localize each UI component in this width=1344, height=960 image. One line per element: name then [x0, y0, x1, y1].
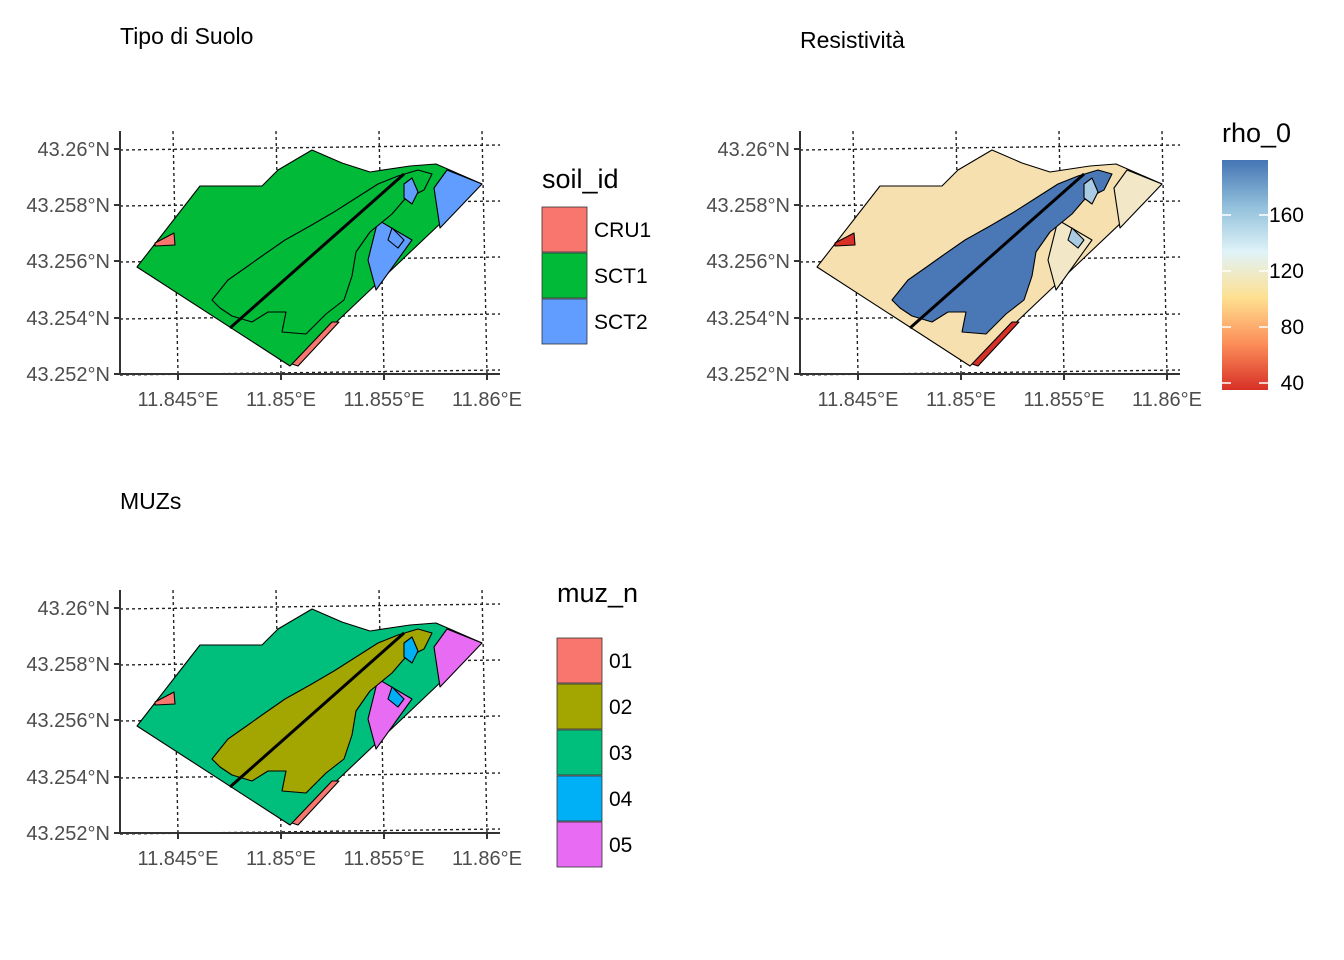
- pocket-polygon: [403, 177, 419, 205]
- legend-swatch: [541, 206, 588, 253]
- panel-title: Resistività: [800, 27, 905, 53]
- x-tick-label: 11.855°E: [343, 389, 424, 411]
- colorbar-label: 80: [1281, 316, 1304, 339]
- y-tick-label: 43.26°N: [38, 598, 111, 620]
- corner-zone-polygon: [291, 321, 340, 367]
- pocket-polygon: [1067, 227, 1085, 249]
- road-line: [229, 172, 405, 330]
- legend-label: CRU1: [594, 219, 651, 242]
- pocket-polygon: [387, 686, 405, 708]
- graticule-lon: [1161, 130, 1168, 375]
- legend-colorbar: [1222, 160, 1268, 390]
- pocket-polygon: [387, 227, 405, 249]
- legend-swatch: [541, 252, 588, 299]
- corner-zone-polygon: [971, 321, 1020, 367]
- x-tick-label: 11.845°E: [137, 389, 218, 411]
- pocket-polygon: [403, 636, 419, 664]
- corner-zone-polygon: [834, 232, 856, 247]
- legend-label: 03: [609, 742, 632, 765]
- central-zone-polygon: [211, 169, 433, 335]
- graticule-lon: [481, 130, 488, 375]
- colorbar-label: 160: [1269, 204, 1304, 227]
- y-tick-label: 43.258°N: [706, 195, 790, 217]
- panel-title: Tipo di Suolo: [120, 23, 253, 49]
- x-tick-label: 11.85°E: [926, 389, 996, 411]
- x-tick-label: 11.845°E: [137, 848, 218, 870]
- colorbar-label: 120: [1269, 260, 1304, 283]
- x-tick-label: 11.86°E: [452, 389, 522, 411]
- legend-swatch: [556, 683, 603, 730]
- y-tick-label: 43.254°N: [26, 767, 110, 789]
- pocket-polygon: [1083, 177, 1099, 205]
- panel-resistivity: Resistività 43.26°N 43.258°N 43.256°N 43.254…: [706, 27, 1304, 411]
- panel-soil: Tipo di Suolo 43.26°N 43.258°N 43.256°N 43.2…: [26, 23, 651, 411]
- legend-label: 04: [609, 788, 633, 811]
- panel-muz: MUZs 43.26°N 43.258°N 43.256°N 43.254°N 43.25…: [26, 488, 638, 870]
- graticule-lat: [799, 144, 1181, 151]
- x-tick-label: 11.86°E: [1132, 389, 1202, 411]
- graticule-lat: [119, 144, 501, 151]
- y-tick-label: 43.252°N: [26, 364, 110, 386]
- legend-swatch: [556, 821, 603, 868]
- x-tick-label: 11.86°E: [452, 848, 522, 870]
- panel-title: MUZs: [120, 488, 181, 514]
- y-tick-label: 43.256°N: [706, 251, 790, 273]
- legend-label: SCT2: [594, 311, 648, 334]
- legend-title: soil_id: [542, 164, 619, 194]
- y-tick-label: 43.256°N: [26, 251, 110, 273]
- legend-label: 05: [609, 834, 632, 857]
- x-tick-label: 11.845°E: [817, 389, 898, 411]
- corner-zone-polygon: [291, 780, 340, 826]
- legend-swatch: [556, 729, 603, 776]
- legend-swatch: [541, 298, 588, 345]
- east-zone-polygon: [433, 628, 483, 688]
- y-tick-label: 43.256°N: [26, 710, 110, 732]
- central-zone-polygon: [891, 169, 1113, 335]
- y-tick-label: 43.26°N: [38, 139, 111, 161]
- legend-swatch: [556, 775, 603, 822]
- x-tick-label: 11.85°E: [246, 389, 316, 411]
- road-line: [229, 631, 405, 789]
- y-tick-label: 43.258°N: [26, 654, 110, 676]
- x-tick-label: 11.85°E: [246, 848, 316, 870]
- legend-swatch: [556, 637, 603, 684]
- x-tick-label: 11.855°E: [343, 848, 424, 870]
- legend-label: 02: [609, 696, 632, 719]
- corner-zone-polygon: [154, 232, 176, 247]
- corner-zone-polygon: [154, 691, 176, 706]
- legend-label: 01: [609, 650, 632, 673]
- y-tick-label: 43.254°N: [26, 308, 110, 330]
- central-zone-polygon: [211, 628, 433, 794]
- east-zone-polygon: [433, 169, 483, 229]
- x-tick-label: 11.855°E: [1023, 389, 1104, 411]
- graticule-lon: [481, 589, 488, 834]
- y-tick-label: 43.252°N: [26, 823, 110, 845]
- y-tick-label: 43.258°N: [26, 195, 110, 217]
- legend-label: SCT1: [594, 265, 648, 288]
- east-zone-polygon: [1113, 169, 1163, 229]
- graticule-lat: [119, 603, 501, 610]
- y-tick-label: 43.252°N: [706, 364, 790, 386]
- legend-title: muz_n: [557, 578, 638, 608]
- y-tick-label: 43.254°N: [706, 308, 790, 330]
- legend-title: rho_0: [1222, 118, 1291, 148]
- y-tick-label: 43.26°N: [718, 139, 791, 161]
- colorbar-label: 40: [1281, 372, 1304, 395]
- road-line: [909, 172, 1085, 330]
